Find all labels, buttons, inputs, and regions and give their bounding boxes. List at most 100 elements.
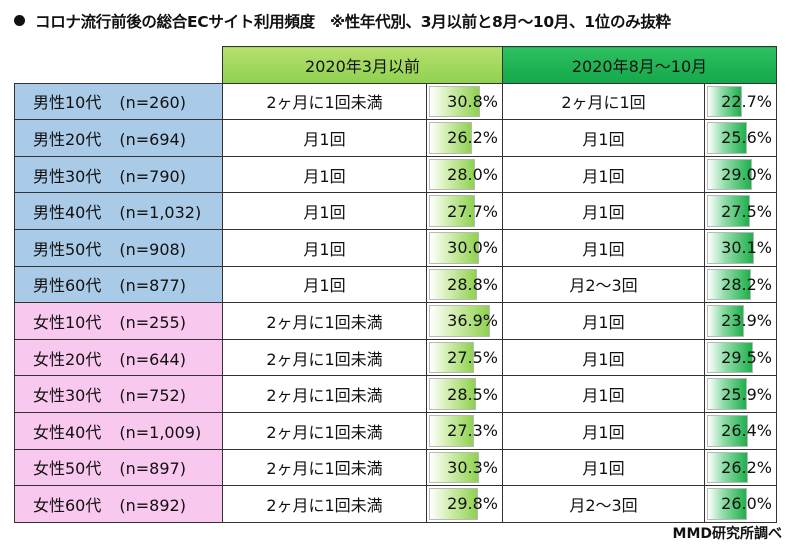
percent-value-after: 22.7% bbox=[721, 91, 772, 111]
percent-cell-after: 27.5% bbox=[704, 192, 777, 230]
frequency-after: 月1回 bbox=[502, 448, 705, 487]
percent-cell-after: 25.9% bbox=[704, 375, 777, 413]
percent-cell-before: 27.3% bbox=[426, 411, 503, 450]
segment-cell: 女性60代 (n=892) bbox=[14, 485, 223, 523]
segment-label: 男性10代 bbox=[33, 93, 102, 113]
table-row: 男性10代 (n=260) 2ヶ月に1回未満 30.8% 2ヶ月に1回 22.7% bbox=[14, 82, 777, 121]
sample-size: (n=260) bbox=[119, 93, 186, 113]
percent-bar-before bbox=[429, 122, 473, 154]
percent-value-after: 25.6% bbox=[721, 128, 772, 148]
percent-cell-before: 28.5% bbox=[426, 375, 503, 413]
segment-label: 女性50代 bbox=[33, 459, 102, 479]
frequency-after: 2ヶ月に1回 bbox=[502, 82, 705, 121]
bullet-icon bbox=[14, 15, 25, 26]
frequency-before: 月1回 bbox=[222, 228, 427, 267]
percent-value-before: 27.5% bbox=[447, 348, 498, 368]
percent-bar-before bbox=[429, 378, 476, 410]
source-credit: MMD研究所調べ bbox=[672, 526, 782, 542]
frequency-before: 2ヶ月に1回未満 bbox=[222, 302, 427, 340]
percent-value-before: 30.3% bbox=[447, 457, 498, 477]
segment-label: 女性30代 bbox=[33, 386, 102, 406]
table-row: 女性10代 (n=255) 2ヶ月に1回未満 36.9% 月1回 23.9% bbox=[14, 302, 777, 340]
percent-bar-before bbox=[429, 414, 474, 447]
percent-cell-after: 25.6% bbox=[704, 119, 777, 157]
percent-bar-before bbox=[429, 305, 490, 337]
sample-size: (n=255) bbox=[119, 312, 186, 332]
frequency-after: 月1回 bbox=[502, 228, 705, 267]
sample-size: (n=694) bbox=[119, 129, 186, 149]
frequency-before: 2ヶ月に1回未満 bbox=[222, 82, 427, 121]
sample-size: (n=1,009) bbox=[119, 422, 202, 442]
percent-cell-before: 27.7% bbox=[426, 192, 503, 230]
percent-cell-before: 27.5% bbox=[426, 338, 503, 377]
percent-value-after: 29.5% bbox=[721, 348, 772, 368]
frequency-table: 2020年3月以前 2020年8月～10月 男性10代 (n=260) 2ヶ月に1回… bbox=[14, 46, 777, 523]
header-row: 2020年3月以前 2020年8月～10月 bbox=[15, 46, 777, 84]
sample-size: (n=644) bbox=[119, 349, 186, 369]
table-row: 男性60代 (n=877) 月1回 28.8% 月2～3回 28.2% bbox=[14, 265, 777, 304]
percent-bar-after bbox=[707, 378, 748, 410]
percent-value-after: 26.2% bbox=[721, 457, 772, 477]
segment-label: 女性60代 bbox=[33, 495, 102, 515]
segment-cell: 女性40代 (n=1,009) bbox=[14, 411, 223, 450]
percent-bar-after bbox=[707, 195, 750, 227]
segment-label: 男性20代 bbox=[33, 129, 102, 149]
sample-size: (n=892) bbox=[119, 495, 186, 515]
frequency-after: 月1回 bbox=[502, 411, 705, 450]
frequency-before: 2ヶ月に1回未満 bbox=[222, 338, 427, 377]
table-row: 女性60代 (n=892) 2ヶ月に1回未満 29.8% 月2～3回 26.0% bbox=[14, 485, 777, 523]
percent-cell-after: 30.1% bbox=[704, 228, 777, 267]
frequency-after: 月2～3回 bbox=[502, 485, 705, 523]
percent-value-before: 27.3% bbox=[447, 421, 498, 441]
percent-bar-before bbox=[429, 195, 475, 227]
percent-value-before: 26.2% bbox=[447, 128, 498, 148]
percent-bar-before bbox=[429, 341, 475, 374]
frequency-after: 月1回 bbox=[502, 375, 705, 413]
segment-label: 女性40代 bbox=[33, 422, 102, 442]
frequency-before: 月1回 bbox=[222, 155, 427, 194]
table-row: 女性20代 (n=644) 2ヶ月に1回未満 27.5% 月1回 29.5% bbox=[14, 338, 777, 377]
segment-cell: 男性40代 (n=1,032) bbox=[14, 192, 223, 230]
percent-cell-before: 26.2% bbox=[426, 119, 503, 157]
percent-bar-before bbox=[429, 85, 480, 118]
percent-value-after: 28.2% bbox=[721, 274, 772, 294]
percent-cell-after: 26.2% bbox=[704, 448, 777, 487]
segment-label: 男性30代 bbox=[33, 166, 102, 186]
segment-cell: 男性20代 (n=694) bbox=[14, 119, 223, 157]
sample-size: (n=752) bbox=[119, 386, 186, 406]
percent-bar-before bbox=[429, 488, 479, 520]
percent-bar-after bbox=[707, 158, 752, 191]
table-row: 男性20代 (n=694) 月1回 26.2% 月1回 25.6% bbox=[14, 119, 777, 157]
percent-bar-after bbox=[707, 451, 748, 484]
percent-bar-after bbox=[707, 414, 748, 447]
frequency-before: 2ヶ月に1回未満 bbox=[222, 448, 427, 487]
table-row: 男性30代 (n=790) 月1回 28.0% 月1回 29.0% bbox=[14, 155, 777, 194]
percent-cell-after: 23.9% bbox=[704, 302, 777, 340]
segment-cell: 女性50代 (n=897) bbox=[14, 448, 223, 487]
chart-title-text: コロナ流行前後の総合ECサイト利用頻度 ※性年代別、3月以前と8月～10月、1位… bbox=[35, 13, 671, 31]
segment-cell: 男性30代 (n=790) bbox=[14, 155, 223, 194]
percent-cell-before: 28.8% bbox=[426, 265, 503, 304]
percent-value-after: 30.1% bbox=[721, 238, 772, 258]
percent-cell-after: 28.2% bbox=[704, 265, 777, 304]
percent-bar-before bbox=[429, 268, 477, 301]
percent-bar-after bbox=[707, 122, 747, 154]
table-body: 男性10代 (n=260) 2ヶ月に1回未満 30.8% 2ヶ月に1回 22.7% 男性20… bbox=[14, 82, 777, 523]
percent-cell-after: 26.4% bbox=[704, 411, 777, 450]
percent-value-before: 28.5% bbox=[447, 384, 498, 404]
percent-value-before: 28.0% bbox=[447, 165, 498, 185]
percent-cell-before: 30.3% bbox=[426, 448, 503, 487]
percent-bar-after bbox=[707, 341, 753, 374]
segment-label: 男性60代 bbox=[33, 276, 102, 296]
frequency-after: 月1回 bbox=[502, 192, 705, 230]
percent-value-before: 30.8% bbox=[447, 91, 498, 111]
percent-bar-before bbox=[429, 231, 479, 264]
percent-value-after: 27.5% bbox=[721, 201, 772, 221]
segment-label: 女性10代 bbox=[33, 312, 102, 332]
sample-size: (n=790) bbox=[119, 166, 186, 186]
frequency-after: 月1回 bbox=[502, 338, 705, 377]
percent-value-before: 27.7% bbox=[447, 201, 498, 221]
frequency-after: 月1回 bbox=[502, 302, 705, 340]
segment-label: 男性40代 bbox=[33, 203, 102, 223]
chart-title: コロナ流行前後の総合ECサイト利用頻度 ※性年代別、3月以前と8月～10月、1位… bbox=[14, 10, 794, 36]
